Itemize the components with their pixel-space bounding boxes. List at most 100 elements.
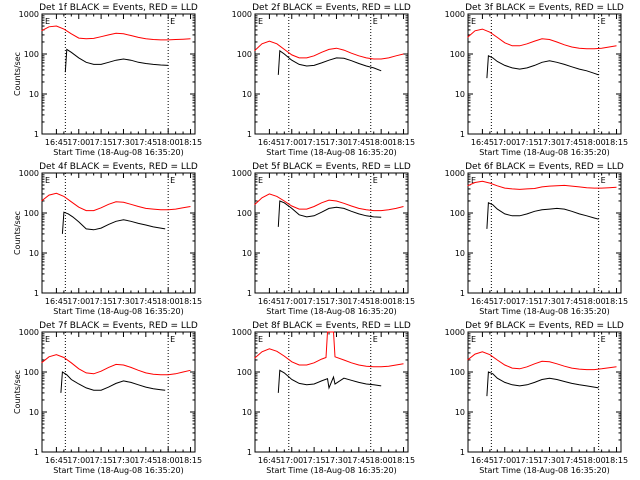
x-tick-label: 17:45 (134, 456, 157, 465)
panel-title: Det 8f BLACK = Events, RED = LLD (252, 321, 411, 331)
events-series-line (486, 371, 599, 397)
y-tick-label: 1 (34, 130, 39, 139)
x-axis-label: Start Time (18-Aug-08 16:35:20) (479, 307, 610, 316)
y-tick-label: 1 (460, 289, 465, 298)
x-tick-label: 18:15 (179, 138, 202, 147)
x-tick-label: 18:15 (605, 138, 628, 147)
y-tick-label: 10 (29, 408, 39, 417)
x-tick-label: 18:15 (605, 456, 628, 465)
e-marker-label: E (170, 17, 175, 26)
x-tick-label: 17:15 (303, 138, 326, 147)
y-tick-label: 10 (455, 408, 465, 417)
e-marker-label: E (471, 176, 476, 185)
x-tick-label: 18:00 (583, 138, 606, 147)
x-tick-label: 18:15 (179, 297, 202, 306)
plot-frame (41, 13, 196, 135)
y-tick-label: 10 (242, 90, 252, 99)
y-tick-label: 1000 (445, 328, 465, 337)
lld-series-line (467, 28, 617, 50)
x-tick-label: 16:45 (471, 456, 494, 465)
x-tick-label: 17:30 (112, 456, 135, 465)
y-tick-label: 10 (29, 90, 39, 99)
x-tick-label: 17:15 (90, 456, 113, 465)
e-marker-label: E (373, 17, 378, 26)
x-tick-label: 18:00 (157, 138, 180, 147)
y-tick-label: 1000 (232, 328, 252, 337)
lld-series-line (41, 192, 191, 212)
x-tick-label: 17:30 (325, 138, 348, 147)
x-tick-label: 17:00 (493, 138, 516, 147)
x-tick-label: 17:30 (538, 297, 561, 306)
x-tick-label: 17:15 (90, 297, 113, 306)
y-tick-label: 1 (34, 289, 39, 298)
y-tick-label: 1000 (232, 169, 252, 178)
x-tick-label: 17:30 (325, 297, 348, 306)
x-tick-label: 18:15 (392, 456, 415, 465)
plot-frame (467, 172, 622, 294)
y-tick-label: 10 (455, 249, 465, 258)
y-tick-label: 1 (247, 448, 252, 457)
x-tick-label: 17:45 (560, 138, 583, 147)
x-tick-label: 17:00 (493, 456, 516, 465)
panel-4: Det 4f BLACK = Events, RED = LLD 1 10 100 10… (13, 162, 202, 316)
plot-frame (254, 13, 409, 135)
x-tick-label: 18:15 (179, 456, 202, 465)
x-tick-label: 16:45 (258, 138, 281, 147)
panel-2: Det 2f BLACK = Events, RED = LLD 1 10 100 10… (232, 3, 415, 157)
y-tick-label: 10 (29, 249, 39, 258)
x-axis-label: Start Time (18-Aug-08 16:35:20) (53, 307, 184, 316)
panel-title: Det 5f BLACK = Events, RED = LLD (252, 162, 411, 172)
x-tick-label: 17:30 (538, 138, 561, 147)
x-tick-label: 17:45 (347, 138, 370, 147)
e-marker-label: E (601, 176, 606, 185)
panel-1: Det 1f BLACK = Events, RED = LLD 1 10 100 10… (13, 3, 202, 157)
x-tick-label: 17:15 (516, 456, 539, 465)
x-tick-label: 17:30 (325, 456, 348, 465)
y-axis-label: Counts/sec (13, 370, 22, 414)
events-series-line (486, 55, 599, 79)
panel-title: Det 7f BLACK = Events, RED = LLD (39, 321, 198, 331)
events-series-line (486, 202, 599, 229)
y-tick-label: 1000 (445, 10, 465, 19)
lld-series-line (467, 351, 617, 371)
e-marker-label: E (258, 335, 263, 344)
lld-series-line (254, 331, 404, 368)
e-marker-label: E (170, 176, 175, 185)
x-tick-label: 17:45 (347, 297, 370, 306)
e-marker-label: E (45, 176, 50, 185)
y-tick-label: 100 (24, 209, 39, 218)
x-axis-label: Start Time (18-Aug-08 16:35:20) (266, 307, 397, 316)
e-marker-label: E (258, 17, 263, 26)
plot-frame (41, 331, 196, 453)
e-marker-label: E (471, 335, 476, 344)
x-tick-label: 17:45 (560, 456, 583, 465)
lld-series-line (467, 180, 617, 190)
x-tick-label: 17:30 (112, 138, 135, 147)
x-tick-label: 18:00 (157, 456, 180, 465)
e-marker-label: E (258, 176, 263, 185)
x-axis-label: Start Time (18-Aug-08 16:35:20) (266, 148, 397, 157)
panel-title: Det 9f BLACK = Events, RED = LLD (465, 321, 624, 331)
events-series-line (64, 48, 169, 73)
y-tick-label: 100 (237, 50, 252, 59)
lld-series-line (254, 193, 404, 212)
y-tick-label: 1000 (232, 10, 252, 19)
x-tick-label: 16:45 (471, 297, 494, 306)
e-marker-label: E (170, 335, 175, 344)
panel-title: Det 6f BLACK = Events, RED = LLD (465, 162, 624, 172)
x-tick-label: 18:15 (392, 297, 415, 306)
y-tick-label: 10 (242, 249, 252, 258)
y-tick-label: 1 (247, 289, 252, 298)
panel-3: Det 3f BLACK = Events, RED = LLD 1 10 100 10… (445, 3, 628, 157)
x-tick-label: 18:00 (370, 456, 393, 465)
x-tick-label: 18:00 (157, 297, 180, 306)
y-tick-label: 10 (455, 90, 465, 99)
x-tick-label: 18:00 (370, 297, 393, 306)
x-tick-label: 17:00 (67, 456, 90, 465)
e-marker-label: E (373, 176, 378, 185)
events-series-line (277, 369, 382, 393)
y-tick-label: 1000 (445, 169, 465, 178)
y-tick-label: 100 (450, 368, 465, 377)
panel-9: Det 9f BLACK = Events, RED = LLD 1 10 100 10… (445, 321, 628, 475)
